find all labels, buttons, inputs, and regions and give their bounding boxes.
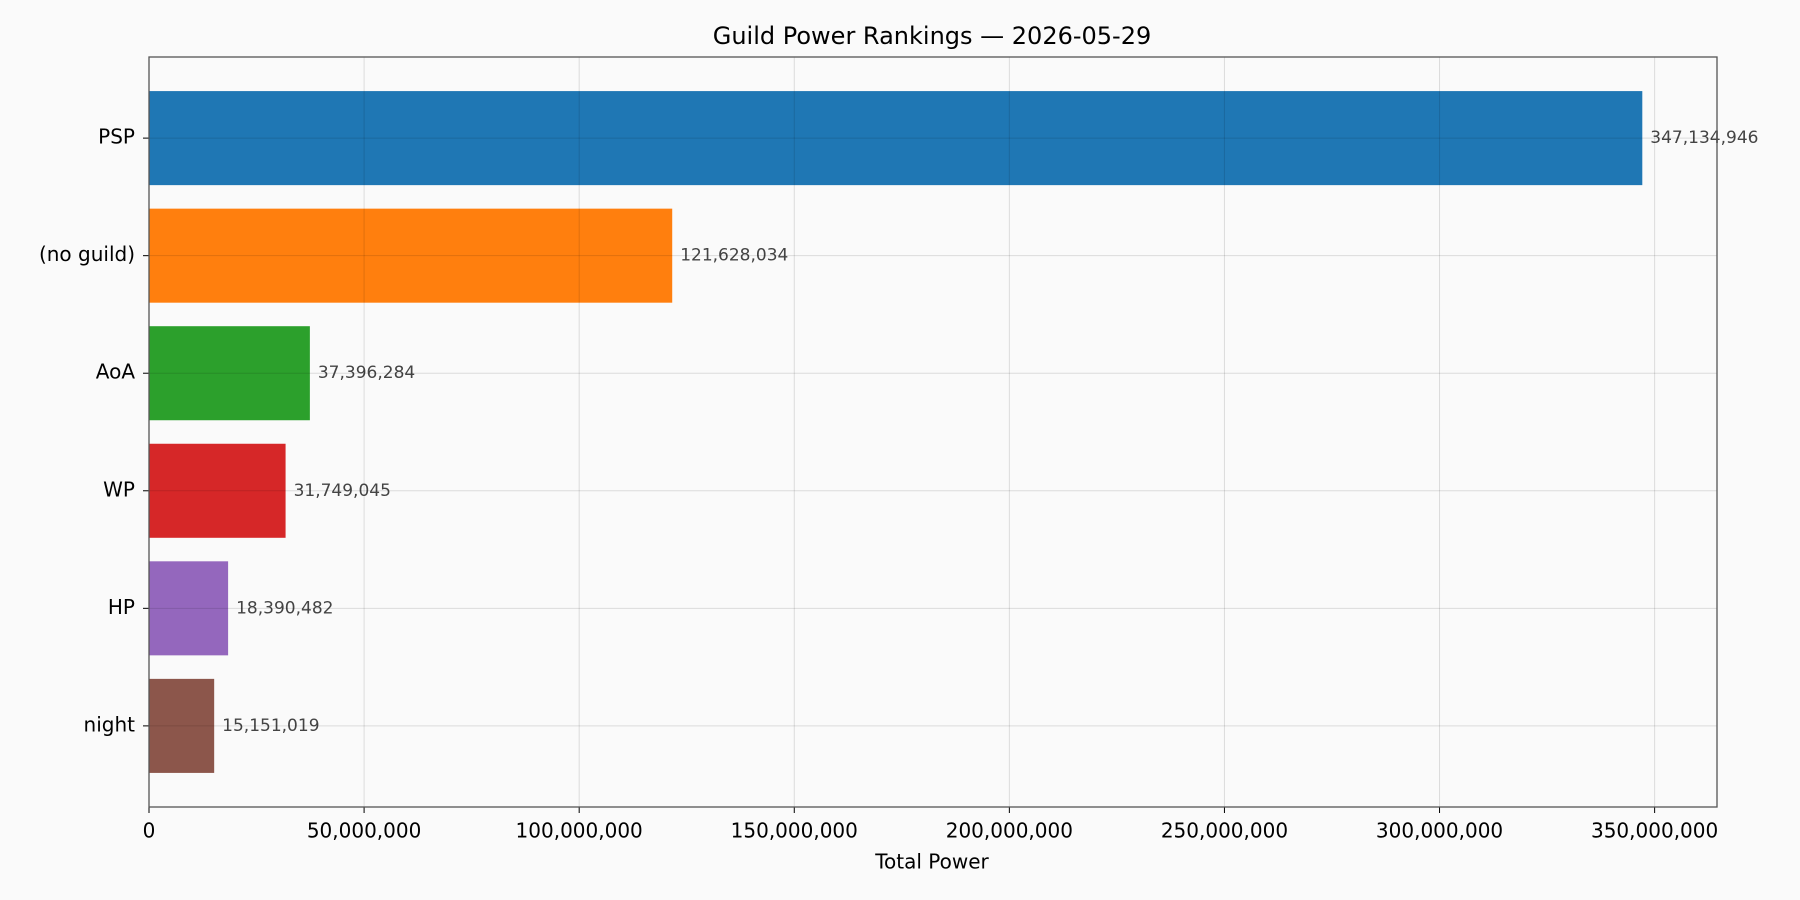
- x-tick-label: 100,000,000: [516, 819, 643, 843]
- y-tick-label: night: [84, 712, 136, 736]
- bar: [149, 561, 229, 656]
- value-label: 31,749,045: [294, 481, 391, 501]
- y-tick-label: HP: [108, 595, 135, 619]
- value-label: 121,628,034: [680, 246, 788, 266]
- bar: [149, 91, 1643, 186]
- x-tick-label: 250,000,000: [1161, 819, 1288, 843]
- y-tick-label: (no guild): [39, 242, 135, 266]
- y-tick-label: PSP: [98, 125, 135, 149]
- x-tick-label: 350,000,000: [1591, 819, 1718, 843]
- bar: [149, 208, 673, 303]
- x-tick-label: 150,000,000: [731, 819, 858, 843]
- plot-frame: [148, 56, 1718, 808]
- x-tick-label: 300,000,000: [1376, 819, 1503, 843]
- x-tick-label: 50,000,000: [307, 819, 422, 843]
- value-label: 37,396,284: [318, 363, 415, 383]
- value-label: 15,151,019: [222, 716, 319, 736]
- y-tick-label: AoA: [96, 360, 136, 384]
- x-tick-label: 200,000,000: [946, 819, 1073, 843]
- bar: [149, 326, 310, 421]
- x-axis-label: Total Power: [874, 850, 989, 874]
- y-tick-label: WP: [103, 477, 135, 501]
- x-tick-label: 0: [143, 819, 156, 843]
- value-label: 18,390,482: [236, 598, 333, 618]
- chart-title: Guild Power Rankings — 2026-05-29: [713, 22, 1152, 50]
- bar: [149, 443, 286, 538]
- value-label: 347,134,946: [1650, 128, 1758, 148]
- bar: [149, 678, 215, 773]
